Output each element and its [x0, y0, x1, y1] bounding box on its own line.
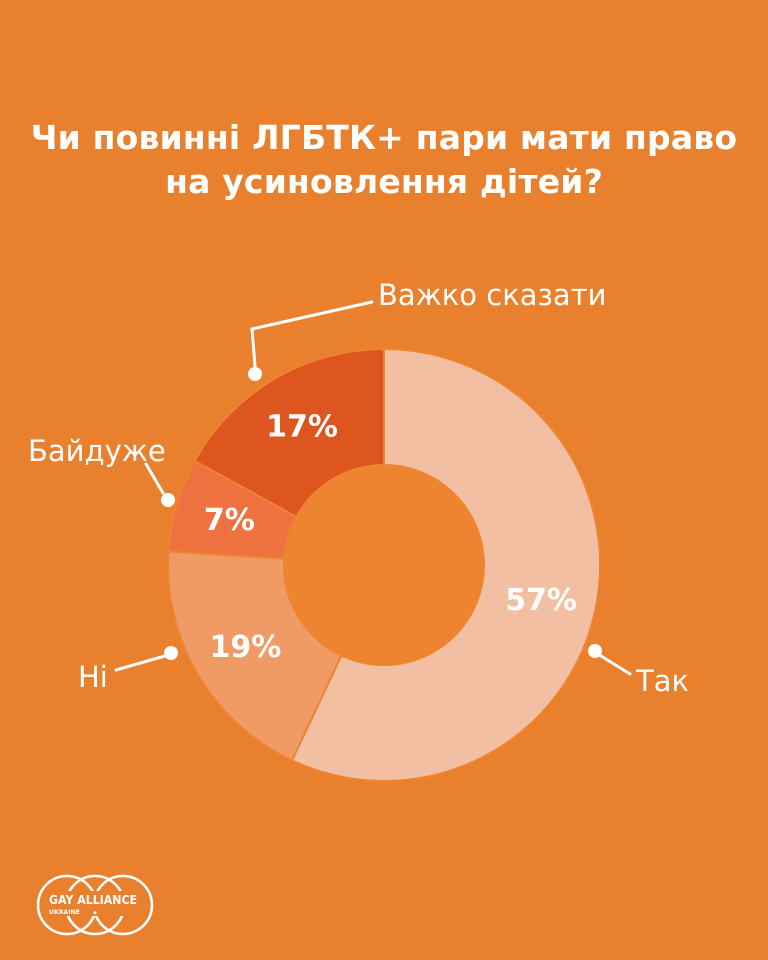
donut-slice-ni	[166, 550, 343, 762]
leader-dot-vazhko-skazaty	[248, 367, 262, 381]
logo-text-backing	[45, 891, 141, 916]
leader-line-baiduzhe	[144, 462, 165, 495]
donut-slice-tak	[290, 347, 602, 782]
slice-value-label-vazhko-skazaty: 17%	[266, 409, 338, 444]
leader-dot-baiduzhe	[161, 493, 175, 507]
leader-dot-tak	[588, 644, 602, 658]
callout-label-vazhko-skazaty: Важко сказати	[378, 278, 607, 312]
leader-line-vazhko-skazaty	[250, 300, 374, 368]
slice-value-label-baiduzhe: 7%	[204, 503, 255, 538]
title-line-2: на усиновлення дітей?	[165, 162, 603, 201]
logo-country-text: UKRAINE	[49, 908, 80, 916]
callout-leaders	[114, 300, 632, 676]
donut-slices: 57% 19% 7% 17%	[166, 347, 602, 782]
callout-label-ni: Ні	[78, 660, 108, 694]
chart-title: Чи повинні ЛГБТК+ пари мати право на уси…	[0, 116, 768, 204]
callout-label-baiduzhe: Байдуже	[28, 434, 166, 468]
donut-slice-vazhko-skazaty	[193, 347, 385, 519]
gay-alliance-ukraine-logo: GAY ALLIANCE UKRAINE	[36, 874, 154, 936]
logo-dotted-arc-right	[93, 911, 108, 930]
leader-dot-ni	[164, 646, 178, 660]
slice-value-label-tak: 57%	[505, 583, 577, 618]
slice-value-label-ni: 19%	[209, 630, 281, 665]
callout-label-tak: Так	[636, 664, 690, 698]
leader-line-tak	[599, 654, 632, 676]
title-line-1: Чи повинні ЛГБТК+ пари мати право	[30, 118, 738, 157]
donut-hole	[283, 464, 485, 666]
leader-line-ni	[114, 654, 167, 672]
logo-name-text: GAY ALLIANCE	[49, 892, 137, 907]
